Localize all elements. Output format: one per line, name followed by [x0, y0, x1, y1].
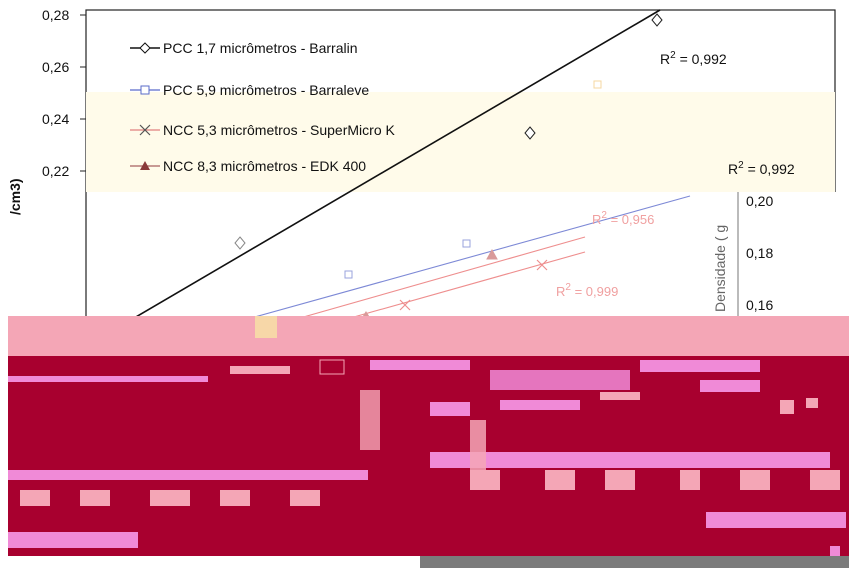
- y-axis-label: /cm3): [7, 178, 23, 215]
- noise-block: [500, 400, 580, 410]
- noise-block: [290, 490, 320, 506]
- corruption-strip-grey: [420, 556, 849, 568]
- data-point-barralin: [234, 236, 246, 250]
- noise-block: [430, 402, 470, 416]
- noise-block: [605, 470, 635, 490]
- noise-block: [370, 360, 470, 370]
- noise-block: [740, 470, 770, 490]
- noise-block: [319, 359, 345, 375]
- data-point-barralin: [524, 126, 536, 140]
- legend-label-supermicro: NCC 5,3 micrômetros - SuperMicro K: [163, 122, 395, 138]
- noise-block: [20, 490, 50, 506]
- noise-block: [470, 470, 500, 490]
- noise-block: [810, 470, 840, 490]
- corruption-noise: [8, 359, 846, 556]
- noise-block: [8, 532, 138, 548]
- noise-block: [830, 546, 840, 556]
- diamond-icon: [139, 42, 151, 54]
- legend-label-edk400: NCC 8,3 micrômetros - EDK 400: [163, 158, 366, 174]
- r2-annotation: R2 = 0,992: [728, 160, 795, 177]
- y-tick-label: 0,28: [42, 7, 69, 23]
- noise-block: [470, 420, 486, 480]
- r2-annotation: R2 = 0,999: [556, 282, 618, 299]
- data-point-supermicro: [399, 299, 411, 311]
- noise-block: [430, 452, 830, 468]
- ghost-tick-label: 0,18: [746, 245, 773, 261]
- ghost-axis-panel: [708, 192, 840, 322]
- noise-block: [490, 370, 630, 390]
- noise-block: [80, 490, 110, 506]
- data-point-barraleve: [462, 239, 471, 248]
- noise-block: [150, 490, 190, 506]
- noise-block: [8, 376, 208, 382]
- series-line-barralin: [99, 9, 661, 339]
- data-point-barraleve: [344, 270, 353, 279]
- series-line-barraleve: [189, 195, 691, 336]
- legend-label-barraleve: PCC 5,9 micrômetros - Barraleve: [163, 82, 369, 98]
- data-point-barraleve: [593, 80, 602, 89]
- square-icon: [140, 85, 150, 95]
- plot-tint: [86, 92, 835, 192]
- noise-block: [780, 400, 794, 414]
- ghost-tick-label: 0,20: [746, 193, 773, 209]
- corruption-band-pink: [8, 316, 849, 340]
- noise-block: [806, 398, 818, 408]
- noise-block: [706, 512, 846, 528]
- noise-block: [360, 390, 380, 450]
- r2-annotation: R2 = 0,992: [660, 50, 727, 67]
- y-tick-label: 0,26: [42, 59, 69, 75]
- corruption-block-beige: [255, 316, 277, 344]
- ghost-axis-label: Densidade ( g: [712, 225, 728, 312]
- noise-block: [600, 392, 640, 400]
- ghost-tick-label: 0,16: [746, 297, 773, 313]
- data-point-edk400: [486, 248, 498, 260]
- data-point-supermicro: [536, 259, 548, 271]
- legend: PCC 1,7 micrômetros - Barralin PCC 5,9 m…: [130, 40, 395, 174]
- y-tick-label: 0,24: [42, 111, 69, 127]
- r2-annotation: R2 = 0,956: [592, 210, 654, 227]
- legend-label-barralin: PCC 1,7 micrômetros - Barralin: [163, 40, 358, 56]
- triangle-icon: [140, 161, 150, 170]
- noise-block: [8, 470, 368, 480]
- noise-block: [230, 366, 290, 374]
- noise-block: [220, 490, 250, 506]
- corruption-band-pink: [8, 338, 849, 356]
- data-point-barralin: [651, 13, 663, 27]
- noise-block: [700, 380, 760, 392]
- noise-block: [545, 470, 575, 490]
- noise-block: [680, 470, 700, 490]
- noise-block: [640, 360, 760, 372]
- y-tick-label: 0,22: [42, 163, 69, 179]
- x-marker-icon: [139, 124, 151, 136]
